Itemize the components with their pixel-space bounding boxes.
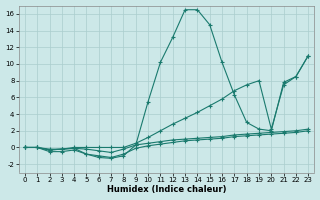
X-axis label: Humidex (Indice chaleur): Humidex (Indice chaleur) [107, 185, 226, 194]
